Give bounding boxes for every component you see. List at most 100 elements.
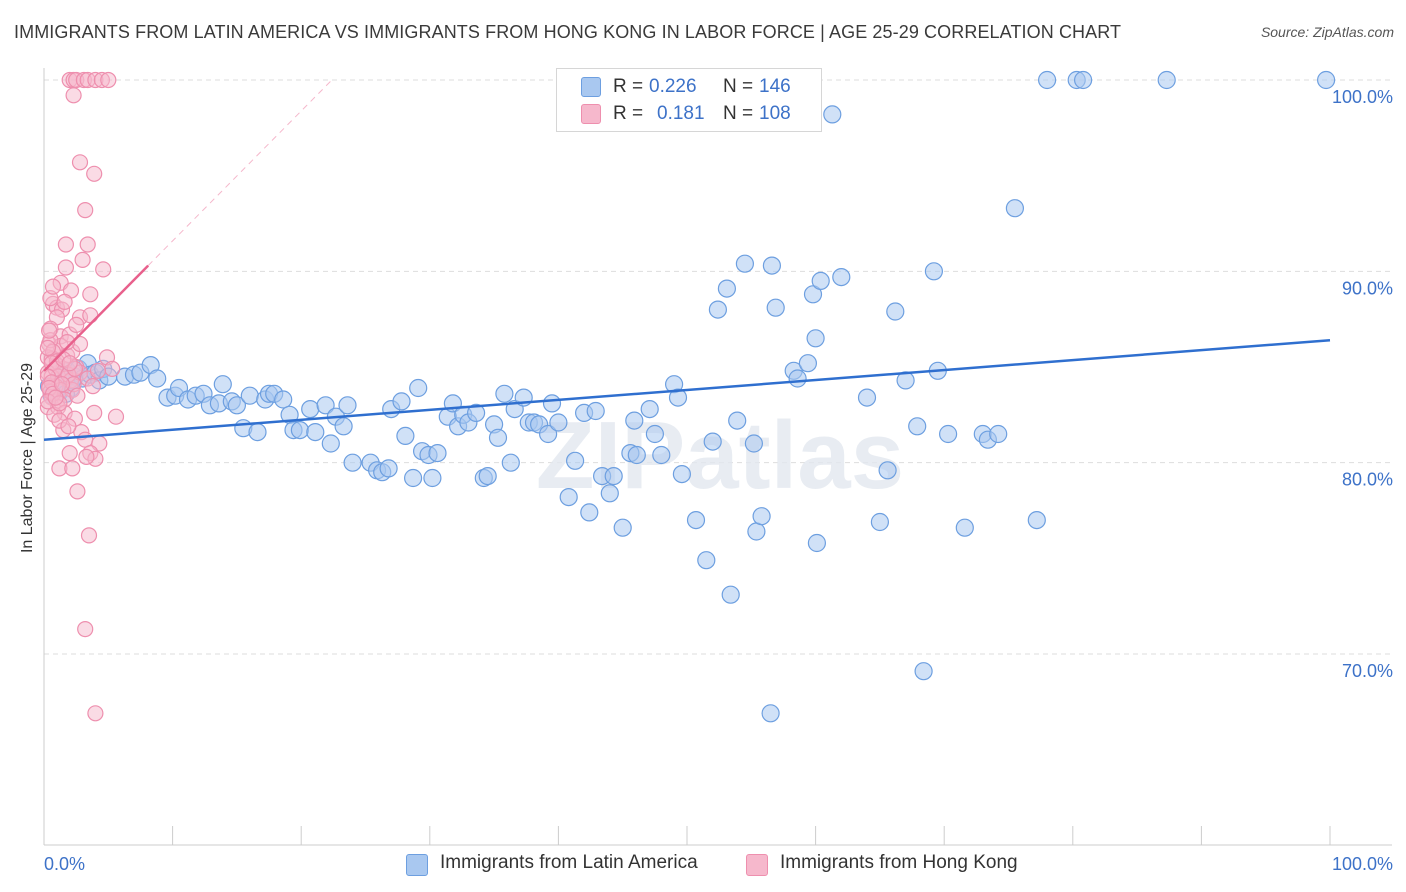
stats-legend: R = 0.226 N = 146 R = 0.181 N = 108 <box>556 68 822 132</box>
blue-swatch <box>581 77 601 97</box>
latin-america-point <box>1027 510 1046 530</box>
hong-kong-point <box>74 251 91 268</box>
latin-america-point <box>565 451 585 470</box>
latin-america-point <box>338 396 357 415</box>
hong-kong-point <box>82 307 99 324</box>
hong-kong-point <box>56 293 73 310</box>
latin-america-point <box>379 459 398 478</box>
latin-america-point <box>625 411 644 430</box>
hong-kong-trend-line <box>43 264 150 372</box>
hong-kong-point <box>65 87 82 104</box>
y-tick-label: 70.0% <box>1342 661 1393 681</box>
latin-america-point <box>803 285 823 304</box>
latin-america-point <box>248 423 267 442</box>
latin-america-point <box>697 551 716 570</box>
latin-america-point <box>811 271 830 290</box>
latin-america-point <box>668 388 688 407</box>
latin-america-point <box>798 354 818 373</box>
latin-america-point <box>914 662 933 681</box>
latin-america-point <box>316 396 335 415</box>
latin-america-point <box>1073 70 1093 90</box>
hong-kong-trend-extension <box>147 79 333 266</box>
latin-america-point <box>878 461 897 480</box>
latin-america-point <box>148 369 167 388</box>
latin-america-point <box>423 468 442 488</box>
latin-america-point <box>672 465 692 484</box>
hong-kong-point <box>68 316 85 333</box>
latin-america-point <box>290 421 309 440</box>
r-label: R = <box>613 103 644 124</box>
latin-america-point <box>989 424 1008 444</box>
hong-kong-point <box>61 445 78 462</box>
latin-america-point <box>580 503 599 522</box>
latin-america-point <box>938 424 958 444</box>
latin-america-point <box>721 585 740 604</box>
latin-america-point <box>640 400 659 419</box>
hong-kong-point <box>77 202 94 219</box>
pink-swatch <box>746 854 768 876</box>
hong-kong-point <box>64 460 81 477</box>
hong-kong-point <box>82 286 99 303</box>
hong-kong-point <box>53 376 71 393</box>
hong-kong-point <box>86 165 103 182</box>
x-tick-label-max: 100.0% <box>1332 854 1393 874</box>
latin-america-point <box>717 279 737 298</box>
latin-america-point <box>686 510 706 530</box>
latin-america-point <box>467 403 486 422</box>
latin-america-point <box>806 329 825 348</box>
grid-lines <box>44 79 1392 655</box>
latin-america-point <box>807 533 827 553</box>
hong-kong-point <box>80 527 98 544</box>
trend-lines <box>43 79 1331 441</box>
latin-america-point <box>396 426 415 445</box>
latin-america-point <box>955 518 974 537</box>
r-value: 0.181 <box>657 103 705 124</box>
latin-america-point <box>788 369 807 388</box>
hong-kong-point <box>79 236 96 253</box>
latin-america-point <box>857 388 877 407</box>
hong-kong-point <box>104 360 121 377</box>
latin-america-point <box>488 428 508 447</box>
latin-america-point <box>703 432 722 451</box>
legend-label: Immigrants from Hong Kong <box>780 852 1018 873</box>
latin-america-point <box>752 507 771 526</box>
latin-america-point <box>604 467 623 486</box>
hong-kong-point <box>40 322 58 339</box>
hong-kong-point <box>87 705 104 722</box>
pink-swatch <box>581 104 601 124</box>
latin-america-point <box>321 434 340 453</box>
hong-kong-point <box>60 418 77 435</box>
latin-america-point <box>645 424 665 444</box>
latin-america-point <box>766 298 785 317</box>
latin-america-point <box>549 413 568 432</box>
axes <box>43 68 1392 846</box>
latin-america-point <box>501 453 520 472</box>
latin-america-point <box>924 262 944 281</box>
latin-america-point <box>586 401 605 421</box>
hong-kong-point <box>77 620 94 638</box>
r-value: 0.226 <box>649 76 697 97</box>
latin-america-point <box>1005 199 1025 218</box>
latin-america-point <box>600 484 619 503</box>
latin-america-point <box>744 434 764 453</box>
hong-kong-point <box>107 408 125 425</box>
latin-america-point <box>409 378 428 398</box>
latin-america-point <box>832 268 851 287</box>
latin-america-point <box>428 444 447 463</box>
stats-row-hong-kong: R = 0.181 N = 108 <box>557 100 821 128</box>
series-legend: Immigrants from Latin America Immigrants… <box>0 852 1406 880</box>
latin-america-point <box>213 375 232 394</box>
latin-america-point <box>870 512 890 532</box>
hong-kong-point <box>69 387 86 404</box>
latin-america-point <box>1316 70 1336 90</box>
hong-kong-point <box>57 236 75 253</box>
latin-america-point <box>728 411 747 430</box>
latin-america-point <box>708 300 728 319</box>
n-label: N = <box>723 103 754 124</box>
n-value: 108 <box>759 103 791 124</box>
y-tick-label: 100.0% <box>1332 87 1393 107</box>
latin-america-point <box>747 522 766 541</box>
latin-america-point <box>613 518 632 537</box>
latin-america-point <box>478 467 497 486</box>
